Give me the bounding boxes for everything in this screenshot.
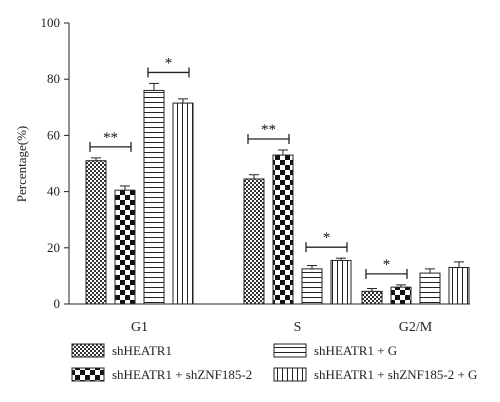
significance-label: * [165, 55, 173, 71]
significance-markers: ******* [89, 55, 408, 279]
bar-g1-series-3 [143, 89, 165, 305]
bars [85, 89, 470, 305]
category-label: S [294, 320, 302, 335]
significance-label: * [323, 230, 331, 246]
bar-s-series-2 [272, 154, 294, 305]
y-tick-label: 20 [47, 240, 60, 255]
legend-swatch [273, 367, 307, 382]
legend: shHEATR1 shHEATR1 + shZNF185-2 shHEATR1 + … [71, 343, 477, 382]
bar-g1-series-2 [114, 189, 136, 305]
bar-g2m-series-3 [419, 272, 441, 305]
significance-label: ** [103, 130, 118, 146]
bar-g1-series-1 [85, 160, 107, 305]
legend-swatch [71, 367, 105, 382]
significance-label: ** [261, 122, 276, 138]
legend-label: shHEATR1 + shZNF185-2 [112, 367, 252, 382]
y-tick-label: 0 [54, 296, 61, 311]
y-tick-label: 60 [47, 127, 60, 142]
category-label: G1 [131, 320, 148, 335]
y-tick-label: 80 [47, 71, 60, 86]
axes: 0 20 40 60 80 100 [41, 15, 470, 311]
legend-label: shHEATR1 [112, 343, 172, 358]
bar-s-series-1 [243, 178, 265, 305]
legend-swatch [71, 343, 105, 358]
bar-g2m-series-4 [448, 266, 470, 305]
bar-s-series-3 [301, 268, 323, 305]
significance-label: * [383, 257, 391, 273]
legend-swatch [273, 343, 307, 358]
y-axis-title: Percentage(%) [14, 126, 29, 203]
legend-label: shHEATR1 + shZNF185-2 + G [314, 367, 477, 382]
y-tick-label: 100 [41, 15, 61, 30]
y-tick-label: 40 [47, 184, 60, 199]
bar-g2m-series-2 [390, 286, 412, 305]
category-label: G2/M [399, 320, 433, 335]
error-bars [91, 82, 464, 292]
category-labels: G1 S G2/M [131, 320, 433, 335]
legend-label: shHEATR1 + G [314, 343, 397, 358]
bar-g2m-series-1 [361, 290, 383, 305]
bar-g1-series-4 [172, 102, 194, 305]
bar-s-series-4 [330, 259, 352, 305]
